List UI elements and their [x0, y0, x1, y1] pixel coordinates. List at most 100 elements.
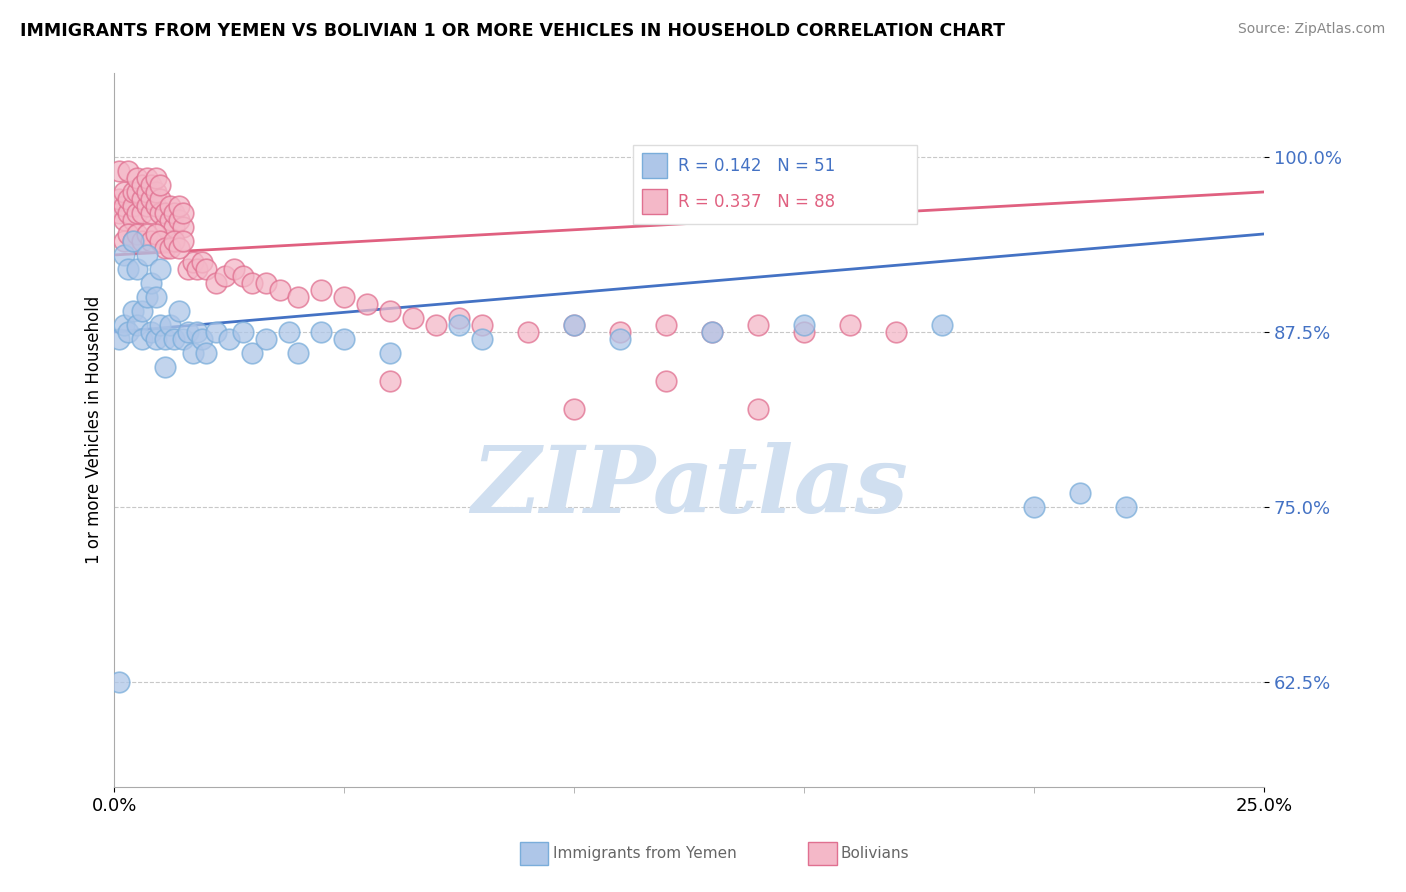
Point	[141, 178, 163, 192]
Point	[191, 332, 214, 346]
Point	[163, 332, 186, 346]
Point	[181, 346, 204, 360]
Point	[135, 171, 157, 186]
Point	[214, 268, 236, 283]
Point	[149, 318, 172, 332]
Point	[356, 297, 378, 311]
Point	[112, 248, 135, 262]
Text: R = 0.337   N = 88: R = 0.337 N = 88	[679, 193, 835, 211]
Point	[163, 206, 186, 220]
Point	[159, 241, 181, 255]
Text: R = 0.142   N = 51: R = 0.142 N = 51	[679, 156, 835, 175]
Point	[149, 192, 172, 206]
Point	[172, 206, 194, 220]
Point	[135, 290, 157, 304]
Point	[127, 206, 149, 220]
Point	[167, 199, 190, 213]
Point	[380, 346, 402, 360]
Point	[278, 325, 301, 339]
Point	[112, 199, 135, 213]
Point	[449, 318, 471, 332]
Point	[517, 325, 540, 339]
Point	[141, 325, 163, 339]
Point	[153, 219, 176, 234]
Point	[702, 325, 724, 339]
Point	[149, 262, 172, 277]
Point	[931, 318, 953, 332]
Point	[149, 234, 172, 248]
Point	[135, 227, 157, 241]
Point	[793, 318, 815, 332]
Point	[145, 171, 167, 186]
Point	[204, 276, 226, 290]
Text: IMMIGRANTS FROM YEMEN VS BOLIVIAN 1 OR MORE VEHICLES IN HOUSEHOLD CORRELATION CH: IMMIGRANTS FROM YEMEN VS BOLIVIAN 1 OR M…	[20, 22, 1005, 40]
Point	[145, 199, 167, 213]
Point	[108, 332, 131, 346]
Point	[254, 276, 277, 290]
Point	[131, 304, 153, 318]
Point	[254, 332, 277, 346]
Point	[287, 290, 309, 304]
Point	[117, 325, 139, 339]
Point	[380, 304, 402, 318]
Point	[121, 185, 143, 199]
Point	[1115, 500, 1137, 514]
Point	[311, 325, 333, 339]
Point	[112, 234, 135, 248]
Point	[159, 199, 181, 213]
Point	[562, 318, 585, 332]
Point	[609, 325, 631, 339]
Point	[702, 325, 724, 339]
Point	[222, 262, 245, 277]
Point	[163, 234, 186, 248]
Point	[232, 325, 254, 339]
Point	[141, 234, 163, 248]
Point	[127, 318, 149, 332]
Point	[449, 310, 471, 325]
Point	[145, 332, 167, 346]
Point	[127, 227, 149, 241]
Point	[172, 219, 194, 234]
Point	[131, 192, 153, 206]
Point	[149, 206, 172, 220]
Point	[131, 178, 153, 192]
Point	[131, 332, 153, 346]
Point	[167, 304, 190, 318]
Point	[127, 185, 149, 199]
Point	[402, 310, 425, 325]
Point	[121, 213, 143, 227]
Point	[240, 346, 263, 360]
Point	[884, 325, 907, 339]
Point	[163, 219, 186, 234]
Point	[149, 178, 172, 192]
Point	[153, 241, 176, 255]
Point	[131, 206, 153, 220]
Point	[232, 268, 254, 283]
Point	[269, 283, 291, 297]
Point	[167, 241, 190, 255]
Point	[121, 234, 143, 248]
Point	[159, 213, 181, 227]
Point	[793, 325, 815, 339]
Point	[121, 234, 143, 248]
Point	[117, 206, 139, 220]
Point	[655, 318, 678, 332]
Point	[145, 227, 167, 241]
Point	[333, 290, 356, 304]
Point	[145, 290, 167, 304]
Point	[562, 401, 585, 416]
Point	[747, 318, 769, 332]
Point	[135, 248, 157, 262]
Point	[195, 262, 218, 277]
Text: Immigrants from Yemen: Immigrants from Yemen	[553, 847, 737, 861]
Point	[172, 332, 194, 346]
Point	[1024, 500, 1046, 514]
Point	[186, 262, 208, 277]
Point	[112, 318, 135, 332]
Point	[127, 171, 149, 186]
Point	[204, 325, 226, 339]
Point	[117, 164, 139, 178]
Point	[141, 192, 163, 206]
Point	[108, 674, 131, 689]
Point	[747, 401, 769, 416]
